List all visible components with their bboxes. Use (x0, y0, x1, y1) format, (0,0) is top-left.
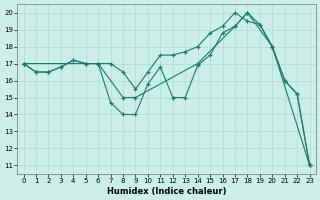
X-axis label: Humidex (Indice chaleur): Humidex (Indice chaleur) (107, 187, 226, 196)
